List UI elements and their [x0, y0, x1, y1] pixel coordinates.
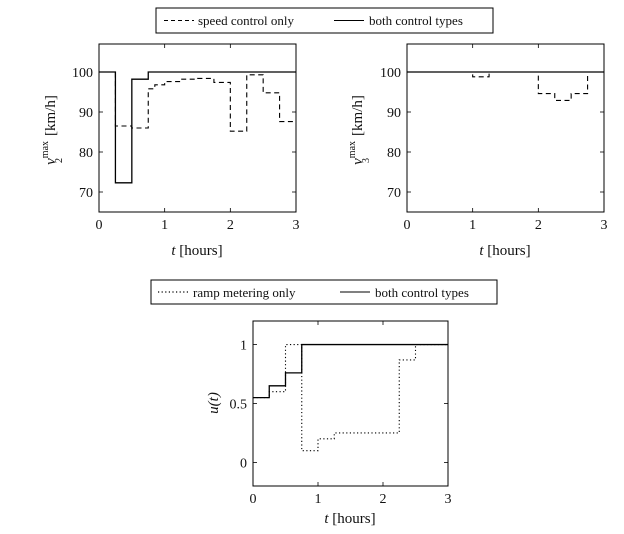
legend-bottom-label-0: ramp metering only	[193, 285, 296, 300]
x-tick-label-2: 2	[227, 218, 234, 233]
chart-v3max-xlabel: t [hours]	[479, 243, 530, 259]
y-tick-label-1: 0.5	[230, 398, 248, 413]
svg-text:vmax2[km/h]: vmax2 [km/h]	[40, 95, 65, 165]
y-tick-label-1: 80	[387, 146, 401, 161]
series-dashed-line	[407, 71, 595, 101]
x-tick-label-2: 2	[380, 492, 387, 507]
legend-top-label-1: both control types	[369, 13, 463, 28]
ylabel-unit: [km/h]	[43, 95, 59, 136]
legend-top-box	[155, 7, 494, 34]
x-tick-label-0: 0	[250, 492, 257, 507]
ylabel-sup: max	[347, 141, 358, 158]
y-tick-label-3: 100	[72, 66, 93, 81]
y-tick-label-3: 100	[380, 66, 401, 81]
chart-u-frame	[252, 320, 449, 487]
x-tick-label-1: 1	[161, 218, 168, 233]
svg-text:vmax3[km/h]: vmax3 [km/h]	[347, 95, 372, 165]
y-tick-label-2: 90	[387, 106, 401, 121]
chart-v2max-ticks: 0 1 2 3 70 80 90 100	[72, 44, 300, 233]
x-tick-label-2: 2	[535, 218, 542, 233]
chart-u-ylabel: u(t)	[206, 392, 222, 414]
legend-bottom-label-1: both control types	[375, 285, 469, 300]
x-tick-label-0: 0	[404, 218, 411, 233]
chart-v2max-frame	[98, 43, 297, 213]
x-tick-label-1: 1	[469, 218, 476, 233]
y-tick-label-0: 70	[79, 186, 93, 201]
chart-v2max-series	[99, 71, 296, 184]
chart-u-series	[253, 343, 448, 452]
chart-v2max-xlabel: t [hours]	[171, 243, 222, 259]
y-tick-label-2: 1	[240, 339, 247, 354]
ylabel-var: v	[43, 158, 59, 165]
series-solid-line	[253, 343, 448, 399]
legend-top-label-0: speed control only	[198, 13, 295, 28]
series-dashed-line	[99, 71, 296, 132]
x-tick-label-3: 3	[293, 218, 300, 233]
x-tick-label-3: 3	[445, 492, 452, 507]
chart-v3max-frame	[406, 43, 605, 213]
legend-bottom-box	[150, 279, 498, 305]
chart-v3max-series	[407, 71, 604, 101]
legend-bottom: ramp metering only both control types	[150, 279, 498, 305]
chart-u-ticks: 0 1 2 3 0 0.5 1	[230, 321, 452, 507]
chart-u-xlabel: t [hours]	[324, 511, 375, 527]
y-tick-label-2: 90	[79, 106, 93, 121]
x-tick-label-1: 1	[315, 492, 322, 507]
ylabel-unit: [km/h]	[350, 95, 366, 136]
chart-u: 0 1 2 3 0 0.5 1 u(t) t [hours]	[206, 320, 452, 527]
chart-v3max-ticks: 0 1 2 3 70 80 90 100	[380, 44, 608, 233]
x-tick-label-3: 3	[601, 218, 608, 233]
ylabel-sup: max	[40, 141, 51, 158]
series-dotted-line	[253, 344, 448, 452]
y-tick-label-0: 0	[240, 456, 247, 471]
chart-v3max-ylabel: vmax3 [km/h]	[347, 95, 372, 165]
y-tick-label-1: 80	[79, 146, 93, 161]
ylabel-sub: 3	[361, 158, 372, 163]
chart-v2max-ylabel: vmax2 [km/h]	[40, 95, 65, 165]
series-solid-line	[99, 71, 296, 184]
y-tick-label-0: 70	[387, 186, 401, 201]
legend-top: speed control only both control types	[155, 7, 494, 34]
x-tick-label-0: 0	[96, 218, 103, 233]
ylabel-sub: 2	[54, 158, 65, 163]
ylabel-var: v	[350, 158, 366, 165]
